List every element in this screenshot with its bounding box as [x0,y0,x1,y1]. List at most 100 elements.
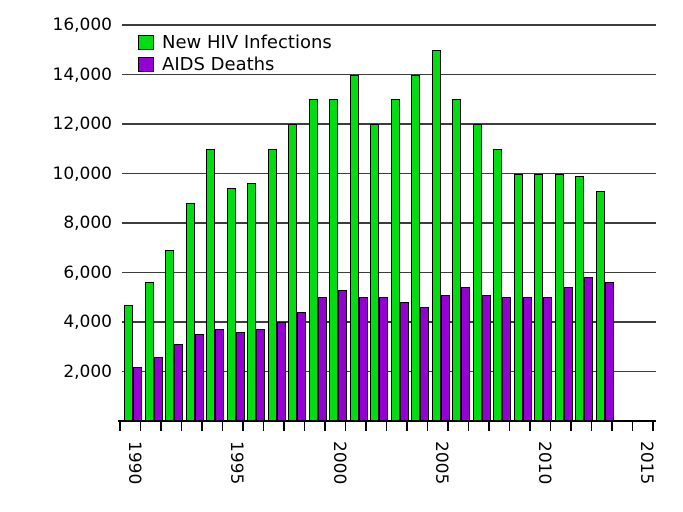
gridline-16000 [122,24,656,26]
bar-new-hiv-infections-2006 [452,99,462,421]
bar-new-hiv-infections-1999 [308,99,318,421]
legend-label-new-hiv-infections: New HIV Infections [162,31,332,53]
bar-aids-deaths-1992 [174,344,184,421]
x-axis-tick [344,421,346,431]
y-axis-tick-label: 4,000 [63,312,112,332]
bar-aids-deaths-2003 [399,302,409,421]
bar-new-hiv-infections-2000 [329,99,339,421]
x-axis-tick [262,421,264,431]
x-axis-tick [488,421,490,431]
x-axis-tick [508,421,510,431]
bar-aids-deaths-2011 [563,287,573,421]
x-axis-tick-label: 1990 [123,441,144,485]
bar-aids-deaths-1995 [235,331,245,421]
legend-label-aids-deaths: AIDS Deaths [162,53,275,75]
bar-new-hiv-infections-1997 [267,148,277,421]
x-axis-tick [529,421,531,431]
bar-aids-deaths-2004 [420,307,430,421]
legend: New HIV Infections AIDS Deaths [138,31,332,75]
x-axis-tick-label: 2010 [533,441,554,485]
bar-new-hiv-infections-2007 [472,124,482,421]
legend-swatch-new-hiv-infections [138,34,154,50]
x-axis-tick [570,421,572,431]
x-axis-tick [365,421,367,431]
gridline-14000 [122,73,656,76]
bar-aids-deaths-2010 [543,297,553,421]
legend-item-aids-deaths: AIDS Deaths [138,53,332,75]
x-axis-tick [467,421,469,431]
bar-new-hiv-infections-2001 [349,74,359,421]
bar-new-hiv-infections-1998 [288,124,298,421]
bar-new-hiv-infections-2009 [513,173,523,421]
bar-new-hiv-infections-2003 [390,99,400,421]
bar-new-hiv-infections-2008 [493,148,503,421]
bar-new-hiv-infections-2002 [370,124,380,421]
bar-aids-deaths-1991 [153,356,163,421]
gridline-4000 [122,321,656,323]
bar-new-hiv-infections-2013 [595,190,605,421]
x-axis-tick-label: 1995 [226,441,247,485]
bar-aids-deaths-2006 [461,287,471,421]
y-axis-tick-label: 2,000 [63,361,112,382]
bar-aids-deaths-2012 [584,277,594,421]
bar-new-hiv-infections-2010 [534,173,544,421]
gridline-10000 [122,172,656,175]
bar-aids-deaths-2013 [604,282,614,421]
bar-aids-deaths-1997 [276,322,286,421]
bar-aids-deaths-2007 [481,294,491,421]
x-axis-tick [385,421,387,431]
bar-aids-deaths-2005 [440,294,450,421]
x-axis-tick [549,421,551,431]
bar-aids-deaths-1996 [256,329,266,421]
x-axis-tick [139,421,141,431]
bar-new-hiv-infections-2004 [411,74,421,421]
bar-aids-deaths-1990 [133,366,143,421]
bar-new-hiv-infections-1991 [144,282,154,421]
x-axis-tick [303,421,305,431]
bar-new-hiv-infections-1996 [247,183,257,421]
x-axis-tick [324,421,326,431]
y-axis-tick-label: 10,000 [52,163,112,184]
bar-aids-deaths-1993 [194,334,204,421]
bar-new-hiv-infections-2011 [554,173,564,421]
x-axis-tick [201,421,203,431]
x-axis-tick [447,421,449,431]
y-axis-tick-label: 6,000 [63,262,112,283]
x-axis-tick [652,421,654,431]
bar-new-hiv-infections-1994 [206,148,216,421]
bar-new-hiv-infections-2012 [575,175,585,421]
x-axis-tick [283,421,285,431]
legend-item-new-hiv-infections: New HIV Infections [138,31,332,53]
x-axis-tick [590,421,592,431]
bar-aids-deaths-2000 [338,289,348,421]
bar-new-hiv-infections-1995 [226,188,236,421]
bar-new-hiv-infections-1990 [124,304,134,421]
x-axis-tick [631,421,633,431]
x-axis-tick [242,421,244,431]
bar-new-hiv-infections-1993 [185,203,195,421]
bar-aids-deaths-1999 [317,297,327,421]
gridline-8000 [122,222,656,224]
bar-aids-deaths-2009 [522,297,532,421]
y-axis-tick-label: 12,000 [52,114,112,134]
bar-aids-deaths-2002 [379,297,389,421]
x-axis-tick [160,421,162,431]
bar-new-hiv-infections-2005 [431,49,441,421]
x-axis-line [118,420,656,422]
x-axis-tick-label: 2005 [431,441,452,485]
x-axis-tick [406,421,408,431]
x-axis-tick [221,421,223,431]
y-axis-tick-label: 14,000 [52,64,112,85]
x-axis-tick [611,421,613,431]
bar-new-hiv-infections-1992 [165,250,175,421]
gridline-2000 [122,370,656,373]
y-axis-tick-label: 8,000 [63,213,112,233]
bar-aids-deaths-2001 [358,297,368,421]
bar-aids-deaths-2008 [502,297,512,421]
bar-aids-deaths-1998 [297,312,307,421]
legend-swatch-aids-deaths [138,56,154,72]
x-axis-tick-label: 2015 [636,441,657,485]
y-axis-tick-label: 16,000 [52,15,112,35]
x-axis-tick [426,421,428,431]
